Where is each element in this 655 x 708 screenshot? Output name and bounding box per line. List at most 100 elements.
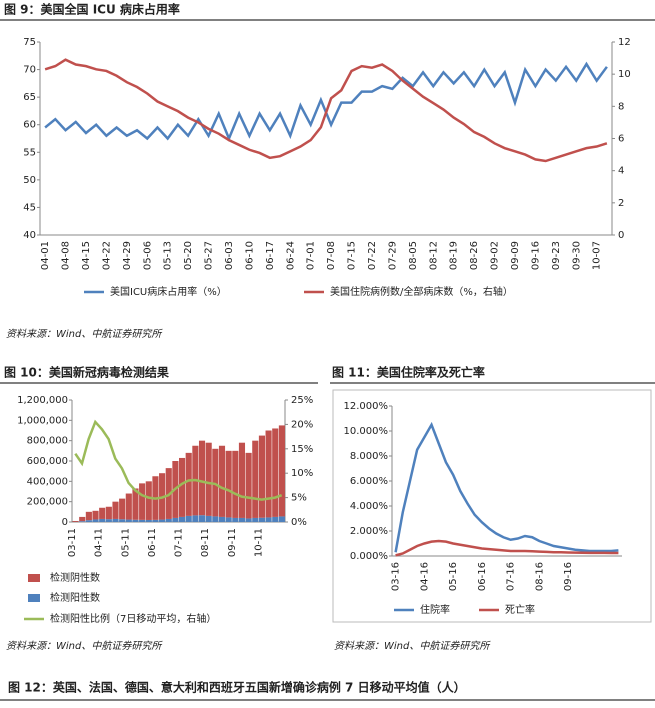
legend-label: 死亡率 <box>505 603 535 616</box>
x-tick-label: 09-16 <box>563 562 574 591</box>
bar-segment <box>139 519 146 522</box>
legend-swatch <box>28 574 40 582</box>
y2-tick-label: 5% <box>291 493 307 504</box>
legend-label: 检测阳性数 <box>50 591 100 604</box>
bar-segment <box>152 519 159 522</box>
bar-segment <box>278 425 285 517</box>
y-tick-label: 75 <box>23 37 36 48</box>
x-tick-label: 09-30 <box>571 241 582 270</box>
bar-segment <box>225 517 232 522</box>
x-tick-label: 05-20 <box>183 241 194 270</box>
bar-segment <box>185 452 192 516</box>
y-tick-label: 8.000% <box>350 451 388 462</box>
x-tick-label: 09-09 <box>510 241 521 270</box>
x-tick-label: 07-22 <box>367 241 378 270</box>
series-line <box>44 58 608 163</box>
bar-segment <box>105 506 112 520</box>
x-tick-label: 06-24 <box>285 241 296 270</box>
bar-segment <box>179 516 186 522</box>
bar-segment <box>125 519 132 522</box>
y-tick-label: 12.000% <box>344 401 389 412</box>
x-tick-label: 10-11 <box>253 528 264 557</box>
legend-label: 住院率 <box>420 603 450 616</box>
bar-segment <box>185 515 192 522</box>
bar-segment <box>165 518 172 522</box>
bar-segment <box>205 442 212 516</box>
bar-segment <box>265 430 272 518</box>
bar-segment <box>265 517 272 522</box>
bar-segment <box>238 442 246 518</box>
figure-title: 图 11：美国住院率及死亡率 <box>332 365 485 380</box>
legend-label: 美国ICU病床占用率（%） <box>110 285 227 298</box>
bar-segment <box>232 450 239 518</box>
y-tick-label: 60 <box>23 120 36 131</box>
bar-segment <box>159 519 166 522</box>
bar-segment <box>198 515 206 522</box>
y-tick-label: 10.000% <box>344 426 389 437</box>
bar-segment <box>252 440 259 518</box>
x-tick-label: 03-16 <box>391 562 402 591</box>
y2-tick-label: 0 <box>618 230 624 241</box>
bar-segment <box>145 519 152 522</box>
bar-segment <box>212 516 219 522</box>
x-tick-label: 09-16 <box>530 241 541 270</box>
series-line <box>74 419 283 501</box>
source: 资料来源：Wind、中航证券研究所 <box>6 328 163 340</box>
x-tick-label: 04-11 <box>94 528 105 557</box>
x-tick-label: 06-03 <box>224 241 235 270</box>
x-tick-label: 09-02 <box>490 241 501 270</box>
y2-tick-label: 0% <box>291 517 307 528</box>
bar-segment <box>225 450 232 518</box>
bar-segment <box>92 510 99 520</box>
x-tick-label: 04-15 <box>81 241 92 270</box>
x-tick-label: 08-19 <box>449 241 460 270</box>
x-tick-label: 04-16 <box>419 562 430 591</box>
bar-segment <box>79 516 86 522</box>
x-tick-label: 08-12 <box>428 241 439 270</box>
series-line <box>44 61 608 142</box>
y2-tick-label: 8 <box>618 101 624 112</box>
y-tick-label: 1,200,000 <box>17 395 68 406</box>
bar-segment <box>179 457 186 517</box>
y-tick-label: 40 <box>23 230 36 241</box>
bar-segment <box>232 517 239 522</box>
x-tick-label: 04-22 <box>101 241 112 270</box>
bar-segment <box>258 517 265 522</box>
bar-segment <box>139 483 146 520</box>
bar-segment <box>85 520 92 522</box>
bar-segment <box>245 452 252 519</box>
series-line <box>395 539 619 557</box>
x-tick-label: 05-16 <box>448 562 459 591</box>
bar-segment <box>99 507 106 519</box>
bar-segment <box>245 518 252 522</box>
bar-segment <box>238 517 246 522</box>
bar-segment <box>132 488 139 520</box>
bar-segment <box>99 518 106 522</box>
legend-swatch <box>28 594 40 602</box>
x-tick-label: 08-05 <box>408 241 419 270</box>
x-tick-label: 09-23 <box>551 241 562 270</box>
legend-label: 美国住院病例数/全部病床数（%，右轴） <box>330 285 513 298</box>
y-tick-label: 4.000% <box>350 501 388 512</box>
x-tick-label: 06-17 <box>265 241 276 270</box>
bar-segment <box>72 520 79 522</box>
x-tick-label: 05-06 <box>142 241 153 270</box>
bar-segment <box>79 521 86 522</box>
bar-segment <box>132 519 139 522</box>
x-tick-label: 07-16 <box>506 562 517 591</box>
bar-segment <box>112 501 119 519</box>
x-tick-label: 04-29 <box>122 241 133 270</box>
bar-segment <box>218 445 226 517</box>
y-tick-label: 2.000% <box>350 526 388 537</box>
y2-tick-label: 10 <box>618 69 631 80</box>
bar-segment <box>205 515 212 522</box>
chart-frame <box>332 389 652 623</box>
x-tick-label: 05-27 <box>204 241 215 270</box>
figure-title: 图 12：英国、法国、德国、意大利和西班牙五国新增确诊病例 7 日移动平均值（人… <box>8 680 466 695</box>
x-tick-label: 06-10 <box>244 241 255 270</box>
source: 资料来源：Wind、中航证券研究所 <box>6 640 163 652</box>
y2-tick-label: 4 <box>618 166 624 177</box>
bar-segment <box>145 481 152 520</box>
x-tick-label: 07-29 <box>387 241 398 270</box>
